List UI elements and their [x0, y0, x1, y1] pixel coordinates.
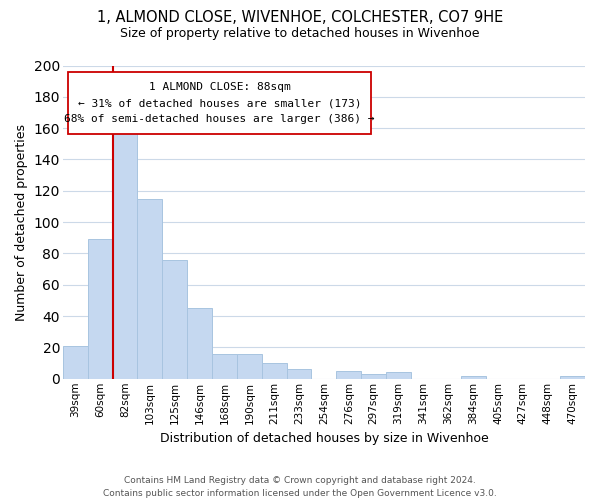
Bar [262, 363, 287, 379]
Bar [287, 370, 311, 379]
Bar [88, 240, 113, 379]
Bar [560, 376, 585, 379]
Bar [461, 376, 485, 379]
Text: 1, ALMOND CLOSE, WIVENHOE, COLCHESTER, CO7 9HE: 1, ALMOND CLOSE, WIVENHOE, COLCHESTER, C… [97, 10, 503, 25]
Bar [237, 354, 262, 379]
Bar [337, 371, 361, 379]
Bar [361, 374, 386, 379]
Y-axis label: Number of detached properties: Number of detached properties [15, 124, 28, 320]
Text: 1 ALMOND CLOSE: 88sqm
← 31% of detached houses are smaller (173)
68% of semi-det: 1 ALMOND CLOSE: 88sqm ← 31% of detached … [64, 82, 375, 124]
FancyBboxPatch shape [68, 72, 371, 134]
Bar [212, 354, 237, 379]
Bar [113, 116, 137, 379]
Text: Contains HM Land Registry data © Crown copyright and database right 2024.
Contai: Contains HM Land Registry data © Crown c… [103, 476, 497, 498]
Bar [137, 198, 162, 379]
Bar [63, 346, 88, 379]
Bar [386, 372, 411, 379]
Bar [162, 260, 187, 379]
X-axis label: Distribution of detached houses by size in Wivenhoe: Distribution of detached houses by size … [160, 432, 488, 445]
Bar [187, 308, 212, 379]
Text: Size of property relative to detached houses in Wivenhoe: Size of property relative to detached ho… [120, 28, 480, 40]
